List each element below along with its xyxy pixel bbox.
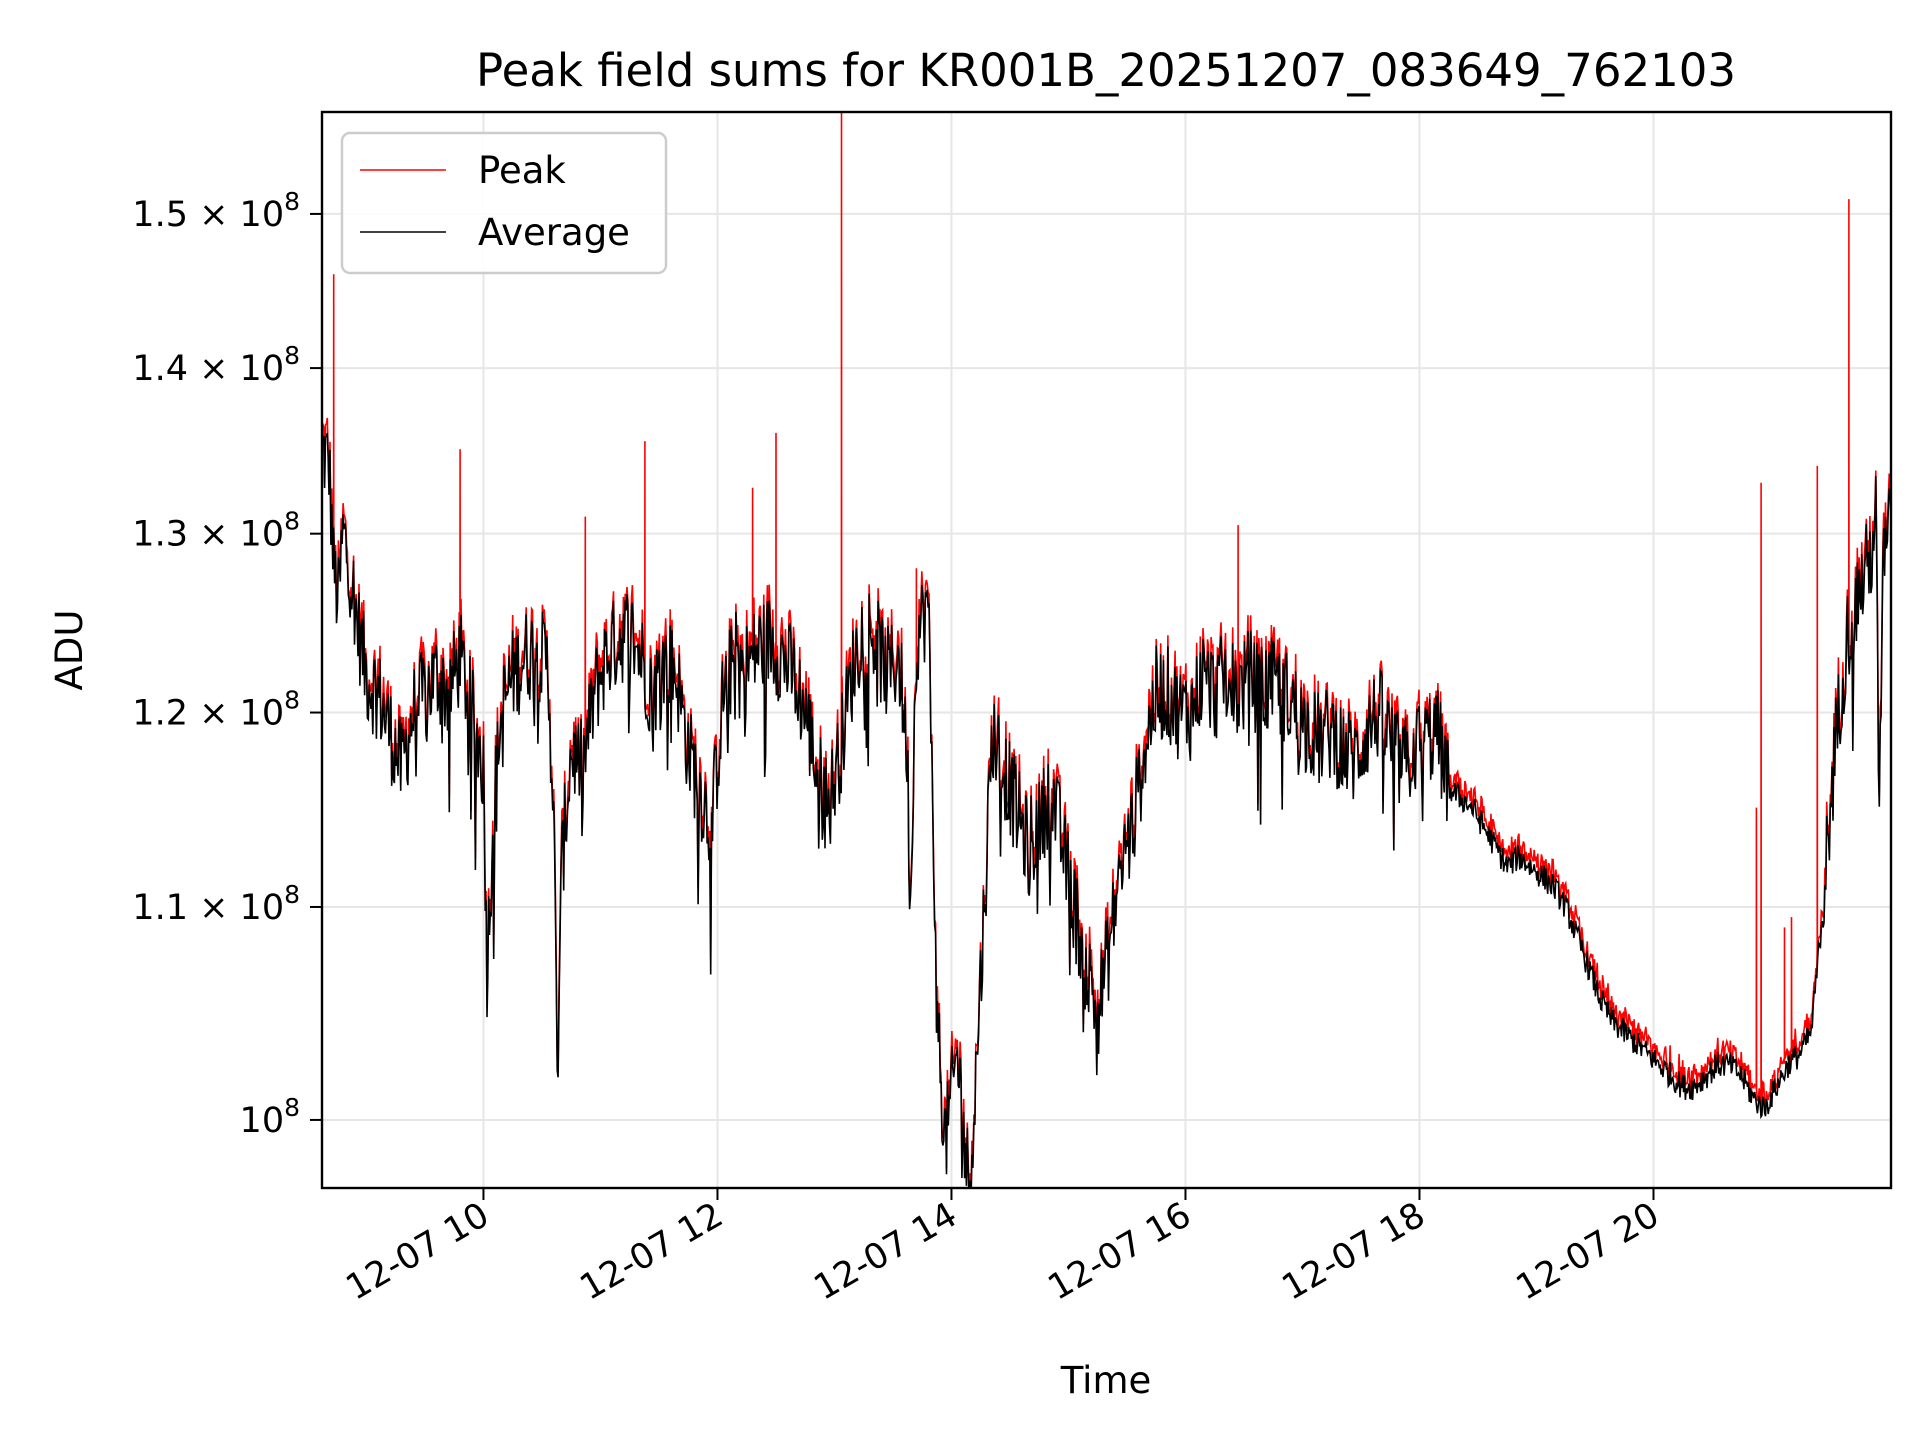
legend: Peak Average	[340, 131, 668, 275]
gridlines	[322, 112, 1891, 1188]
y-tick-label: 1.1 × 108	[132, 880, 300, 928]
x-axis-label: Time	[1060, 1359, 1152, 1402]
y-tick-label: 108	[240, 1093, 300, 1141]
y-tick-label: 1.3 × 108	[132, 507, 300, 555]
y-tick-label: 1.5 × 108	[132, 187, 300, 235]
y-tick-label: 1.4 × 108	[132, 341, 300, 389]
plot-frame	[320, 110, 1893, 1190]
legend-label-average: Average	[478, 211, 630, 254]
series-layer	[322, 112, 1891, 1188]
legend-box	[340, 131, 668, 275]
chart-title: Peak field sums for KR001B_20251207_0836…	[476, 44, 1736, 97]
legend-label-peak: Peak	[478, 149, 566, 192]
y-tick-label: 1.2 × 108	[132, 686, 300, 734]
y-axis-label: ADU	[48, 610, 91, 691]
y-axis: 108 1.1 × 108 1.2 × 108 1.3 × 108 1.4 × 108 1…	[132, 187, 322, 1141]
series-line-average	[322, 432, 1891, 1188]
